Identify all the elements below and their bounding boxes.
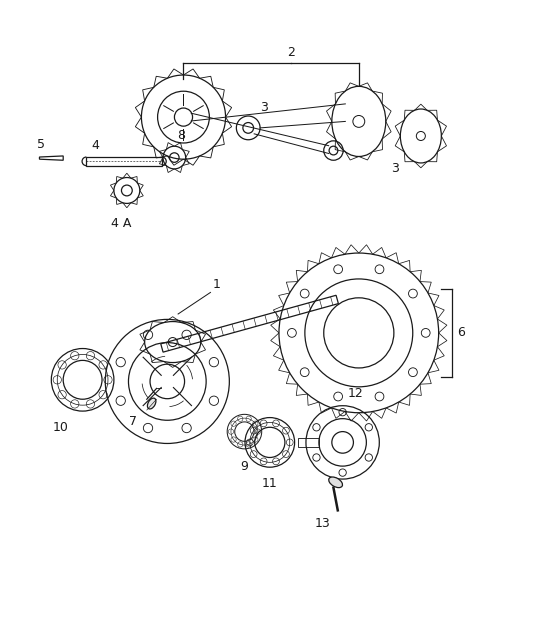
Ellipse shape <box>329 477 342 487</box>
Text: 6: 6 <box>458 327 465 339</box>
Text: 1: 1 <box>213 278 221 291</box>
Text: 4 A: 4 A <box>111 217 132 230</box>
Text: 5: 5 <box>37 138 45 151</box>
Ellipse shape <box>147 398 156 409</box>
Text: 8: 8 <box>177 129 185 142</box>
Text: 11: 11 <box>262 477 278 490</box>
Text: 4: 4 <box>92 139 100 151</box>
Text: 13: 13 <box>315 517 331 531</box>
Text: 2: 2 <box>287 46 295 60</box>
Text: 7: 7 <box>129 415 137 428</box>
Text: 10: 10 <box>53 421 69 434</box>
Text: 9: 9 <box>240 460 249 473</box>
Text: 12: 12 <box>348 387 364 400</box>
Text: 3: 3 <box>260 101 268 114</box>
Text: 3: 3 <box>391 163 399 175</box>
